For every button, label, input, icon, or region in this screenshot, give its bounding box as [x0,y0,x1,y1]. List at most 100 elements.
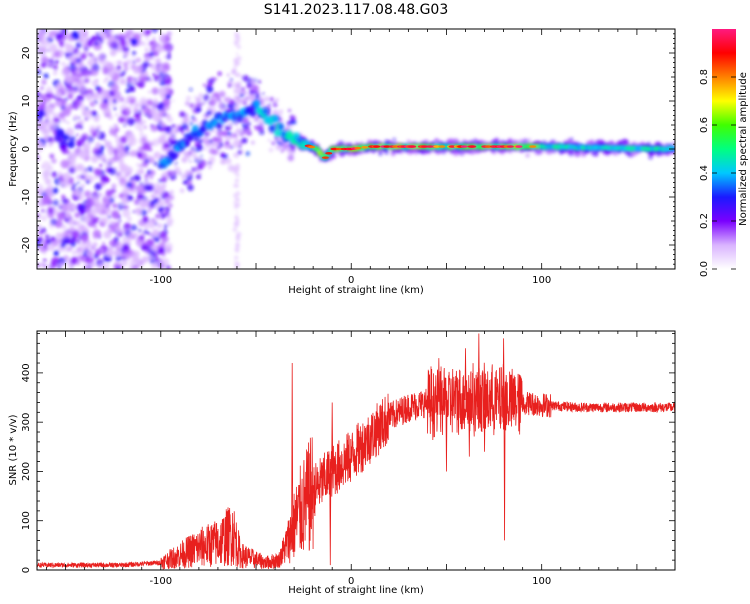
spectrogram-noise-cell [42,251,47,255]
spectrogram-noise-cell [41,79,47,85]
spectrogram-noise-cell [77,256,81,260]
snr-frame [36,330,676,571]
x-tick-label: 0 [348,576,354,587]
spectrogram-halo-cell [346,150,353,156]
spectrogram-halo-cell [452,138,460,145]
spectrogram-noise-cell [235,202,241,207]
spectrogram-noise-cell [163,223,168,229]
spectrogram-noise-cell [37,213,40,217]
colorbar-tick-label: 0.8 [699,69,710,85]
spectrogram-noise-cell [61,194,66,199]
spectrogram-noise-cell [134,78,137,81]
spectrogram-noise-cell [119,144,125,149]
y-tick-label: 300 [21,413,32,432]
spectrogram-noise-cell [139,132,144,137]
spectrogram-noise-cell [227,122,232,127]
ridge-cell [277,123,284,131]
spectrogram-noise-cell [236,151,239,154]
ridge-cell [215,122,223,130]
spectrogram-noise-cell [69,241,77,248]
spectrogram-noise-cell [108,162,111,166]
spectrogram-noise-cell [48,43,58,52]
spectrogram-noise-cell [61,236,70,245]
ridge-peak-cell [433,145,441,148]
spectrogram-noise-cell [243,102,247,106]
spectrogram-noise-cell [111,83,120,92]
spectrogram-noise-cell [124,173,129,178]
spectrogram-noise-cell [126,194,134,202]
spectrogram-noise-cell [128,179,131,182]
spectrogram-noise-cell [212,142,218,147]
spectrogram-noise-cell [40,214,48,222]
spectrogram-noise-cell [159,112,164,117]
spectrogram-noise-cell [219,142,223,147]
spectrogram-noise-cell [247,122,251,126]
spectrogram-noise-cell [153,263,158,268]
spectrogram-noise-cell [79,224,86,232]
spectrogram-noise-cell [41,127,49,135]
spectrogram-noise-cell [92,208,97,213]
spectrogram-noise-cell [41,201,46,207]
spectrogram-noise-cell [114,61,118,64]
spectrogram-noise-cell [59,41,64,46]
spectrogram-halo-cell [355,141,359,146]
spectrogram-noise-cell [153,114,161,123]
spectrogram-noise-cell [210,110,216,116]
spectrogram-noise-cell [188,102,195,109]
spectrogram-noise-cell [153,161,158,166]
spectrogram-noise-cell [123,54,127,59]
spectrogram-noise-cell [84,190,92,198]
spectrogram-noise-cell [43,258,47,262]
spectrogram-noise-cell [184,101,190,106]
spectrogram-noise-cell [154,237,160,243]
spectrogram-noise-cell [97,114,101,118]
spectrogram-noise-cell [159,120,166,128]
spectrogram-noise-cell [235,261,239,265]
spectrogram-noise-cell [196,155,203,162]
spectrogram-noise-cell [88,167,94,173]
spectrogram-noise-cell [129,98,135,104]
spectrogram-noise-cell [93,116,100,122]
spectrogram-noise-cell [73,99,81,107]
spectrogram-noise-cell [144,158,150,164]
spectrogram-noise-cell [171,124,176,129]
spectrogram-noise-cell [117,60,122,65]
spectrogram-noise-cell [57,112,66,120]
spectrogram-noise-cell [164,245,171,252]
spectrogram-noise-cell [202,94,210,101]
spectrogram-noise-cell [250,79,257,85]
spectrogram-noise-cell [69,135,76,142]
spectrogram-halo-cell [473,140,479,145]
spectrogram-noise-cell [99,145,105,151]
spectrogram-noise-cell [79,53,87,60]
spectrogram-noise-cell [235,264,239,268]
spectrogram-noise-cell [234,123,239,127]
spectrogram-noise-cell [167,116,174,123]
spectrogram-halo-cell [595,141,599,146]
spectrogram-noise-cell [92,70,99,76]
spectrogram-noise-cell [87,59,94,66]
spectrogram-noise-cell [202,83,206,87]
snr-y-axis-label: SNR (10 * v/v) [8,414,19,485]
spectrogram-noise-cell [87,135,95,143]
spectrogram-noise-cell [105,190,113,197]
spectrogram-noise-cell [208,99,216,107]
spectrogram-noise-cell [167,221,173,227]
spectrogram-noise-cell [65,212,72,219]
spectrogram-noise-cell [92,229,102,239]
spectrogram-noise-cell [162,62,170,70]
spectrogram-noise-cell [235,52,239,56]
spectrogram-noise-cell [218,90,226,98]
spectrogram-noise-cell [288,143,292,147]
spectrogram-noise-cell [272,142,275,145]
spectrogram-noise-cell [269,97,274,102]
spectrogram-noise-cell [119,78,126,85]
spectrogram-noise-cell [66,63,69,67]
spectrogram-noise-cell [147,245,150,249]
spectrogram-noise-cell [45,234,50,239]
spectrogram-noise-cell [108,220,114,225]
spectrogram-noise-cell [251,140,255,145]
spectrogram-noise-cell [233,201,237,205]
spectrogram-noise-cell [113,107,117,111]
spectrogram-noise-cell [74,188,83,197]
